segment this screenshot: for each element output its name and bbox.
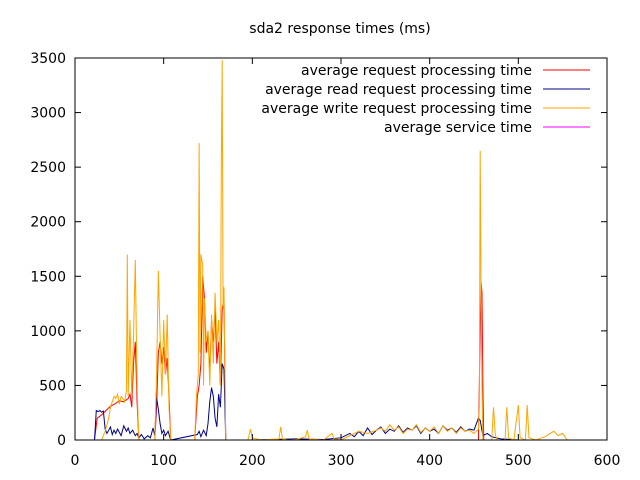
- x-tick-label: 400: [416, 453, 443, 469]
- y-tick-label: 0: [57, 433, 66, 449]
- x-tick-label: 100: [150, 453, 177, 469]
- series-layer: [94, 60, 568, 441]
- y-tick-label: 1000: [30, 324, 66, 340]
- legend-label: average service time: [384, 120, 532, 136]
- x-tick-label: 0: [71, 453, 80, 469]
- legend: average request processing time average r…: [261, 63, 590, 136]
- chart-title: sda2 response times (ms): [249, 21, 430, 37]
- y-tick-label: 2500: [30, 160, 66, 176]
- series-line-0: [94, 276, 485, 441]
- y-tick-label: 3500: [30, 51, 66, 67]
- x-tick-label: 300: [328, 453, 355, 469]
- series-line-2: [101, 60, 568, 441]
- legend-label: average request processing time: [301, 63, 532, 79]
- y-tick-label: 2000: [30, 215, 66, 231]
- x-tick-label: 200: [239, 453, 266, 469]
- x-tick-label: 500: [505, 453, 532, 469]
- y-tick-label: 3000: [30, 106, 66, 122]
- y-tick-label: 500: [39, 378, 66, 394]
- axes-layer: 0 100 200 300 400 500 600 0 500 1000 1500 2000 2500 3…: [30, 51, 620, 469]
- legend-label: average write request processing time: [261, 101, 532, 117]
- x-tick-label: 600: [594, 453, 621, 469]
- y-tick-label: 1500: [30, 269, 66, 285]
- legend-label: average read request processing time: [265, 82, 532, 98]
